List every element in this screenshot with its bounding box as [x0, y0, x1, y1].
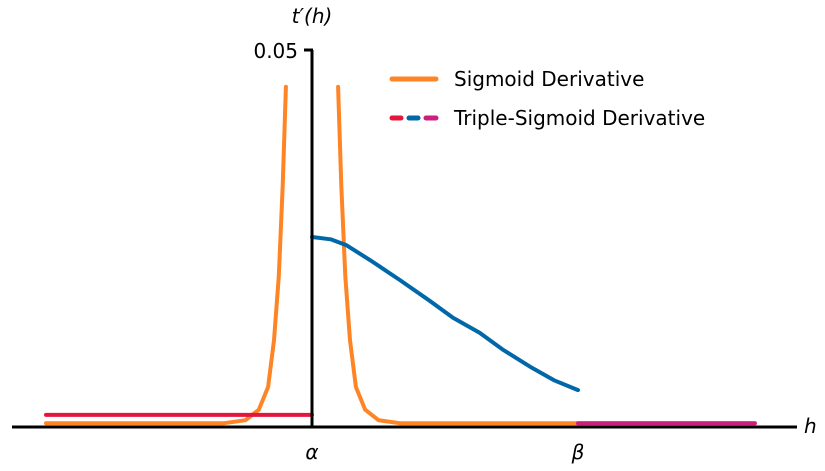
y-tick-label: 0.05	[253, 39, 298, 63]
series-line-0	[44, 84, 288, 426]
series-line-1	[336, 84, 757, 426]
series-layer	[44, 84, 757, 426]
series-line-3	[310, 235, 580, 393]
legend-label-sigmoid: Sigmoid Derivative	[454, 67, 644, 91]
x-tick-label-alpha: α	[305, 440, 318, 464]
legend-label-triple-sigmoid: Triple-Sigmoid Derivative	[453, 106, 705, 130]
y-axis-label: t′(h)	[292, 4, 333, 28]
x-axis-label: h	[804, 414, 817, 438]
legend: Sigmoid Derivative Triple-Sigmoid Deriva…	[389, 67, 705, 130]
x-tick-label-beta: β	[571, 440, 585, 464]
